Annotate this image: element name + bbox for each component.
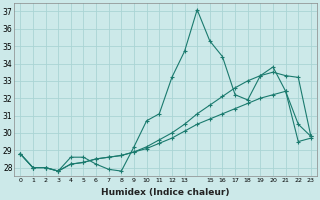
- X-axis label: Humidex (Indice chaleur): Humidex (Indice chaleur): [101, 188, 230, 197]
